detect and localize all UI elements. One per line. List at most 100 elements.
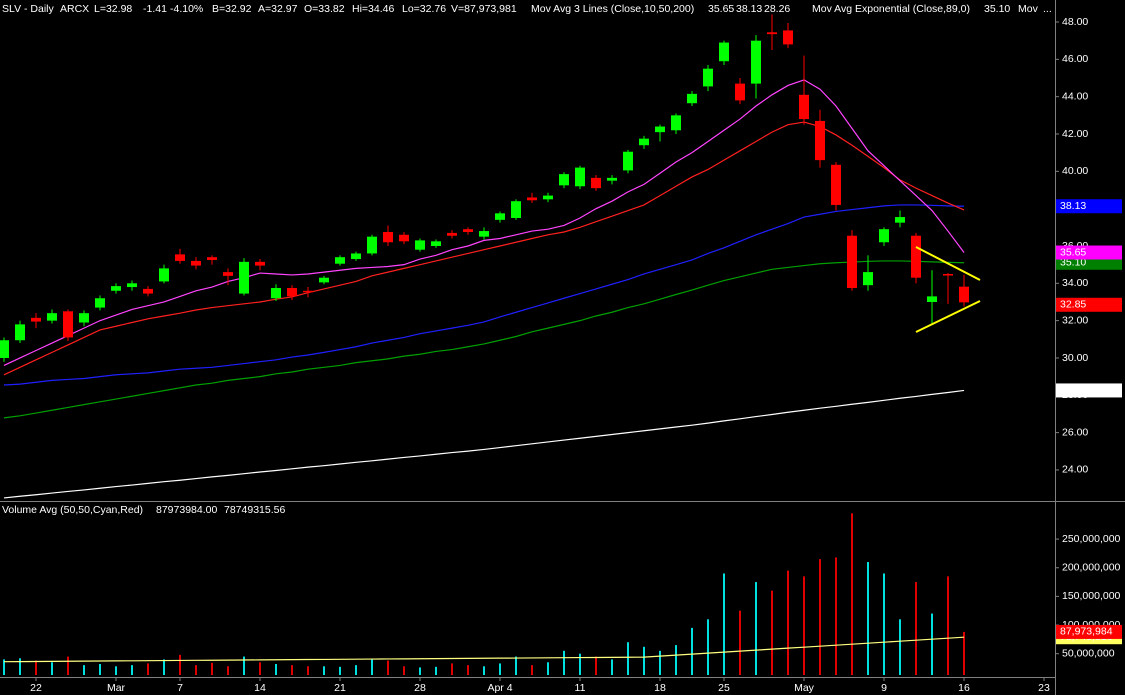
candle-body [607,177,617,181]
volume-y-tick-label: 200,000,000 [1062,562,1121,574]
volume-bar [643,646,645,675]
candle-body [431,241,441,246]
header-text: ... [1043,3,1052,15]
volume-bar [371,659,373,675]
volume-bar [83,665,85,675]
candle-body [575,167,585,187]
volume-bar [627,642,629,675]
header-text: 28.26 [764,3,790,15]
candle-body [847,235,857,288]
volume-bar [787,570,789,675]
volume-legend: 87973984.00 [156,504,217,516]
candle-body [927,296,937,302]
volume-bar [579,653,581,675]
x-tick-label: 21 [334,682,346,694]
volume-bar [659,650,661,675]
candle-body [287,287,297,297]
volume-bar [211,662,213,675]
volume-bar [947,576,949,675]
volume-bar [3,659,5,675]
volume-bar [867,562,869,675]
value-badge-label: 28.26 [1060,384,1086,396]
x-tick-label: 9 [881,682,887,694]
value-badge-label: 35.65 [1060,246,1086,258]
x-tick-label: May [794,682,815,694]
candle-body [735,83,745,101]
volume-bar [723,573,725,675]
y-tick-label: 40.00 [1062,165,1088,177]
candle-body [175,254,185,261]
volume-legend: 78749315.56 [224,504,285,516]
candle-body [31,317,41,322]
y-tick-label: 32.00 [1062,314,1088,326]
x-tick-label: 7 [177,682,183,694]
candle-body [751,40,761,84]
volume-bar [147,663,149,675]
value-badge [1056,199,1122,214]
candle-body [79,313,89,323]
header-text: -1.41 [143,3,167,15]
candle-body [63,311,73,338]
header-text: 35.65 [708,3,734,15]
y-tick-label: 48.00 [1062,16,1088,28]
header-text: Hi=34.46 [352,3,394,15]
volume-bar [99,663,101,675]
volume-bar [387,660,389,675]
y-tick-label: 46.00 [1062,53,1088,65]
candle-body [95,298,105,308]
volume-bar [131,665,133,675]
x-tick-label: Apr 4 [487,682,512,694]
volume-bar [547,662,549,675]
candle-body [783,30,793,45]
volume-bar [243,656,245,675]
candle-body [959,286,969,303]
candle-body [639,138,649,146]
value-badge [1056,624,1122,639]
moving-average [3,389,965,499]
volume-bar [899,619,901,675]
volume-y-tick-label: 150,000,000 [1062,590,1121,602]
volume-bar [163,659,165,675]
header-text: A=32.97 [258,3,298,15]
candle-body [159,268,169,282]
x-tick-label: 22 [30,682,42,694]
volume-bar [915,582,917,675]
candle-body [463,229,473,232]
volume-bar [355,665,357,675]
value-badge [1056,245,1122,260]
candle-body [399,234,409,242]
header-text: V=87,973,981 [451,3,517,15]
candle-body [591,177,601,189]
volume-average [3,636,965,663]
candle-body [831,164,841,205]
y-tick-label: 42.00 [1062,128,1088,140]
candle-body [799,94,809,120]
volume-bar [595,656,597,675]
header-text: Mov Avg 3 Lines (Close,10,50,200) [531,3,694,15]
volume-bar [339,666,341,675]
candle-body [415,240,425,250]
x-tick-label: 14 [254,682,266,694]
x-tick-label: 28 [414,682,426,694]
volume-bar [883,573,885,675]
value-badge-label: 35.10 [1060,257,1086,269]
volume-bar [851,513,853,675]
volume-bar [115,666,117,675]
candle-body [687,93,697,104]
header-text: B=32.92 [212,3,252,15]
value-badge-label: 87,973,984 [1060,626,1113,638]
candle-body [383,231,393,243]
candle-body [207,257,217,260]
candle-body [879,229,889,243]
x-tick-label: 18 [654,682,666,694]
volume-bar [467,665,469,675]
x-tick-label: 16 [958,682,970,694]
candle-body [495,213,505,220]
candle-body [767,32,777,35]
header-text: -4.10% [170,3,203,15]
header-text: 35.10 [984,3,1010,15]
candle-body [943,273,953,276]
candle-body [815,120,825,161]
candle-body [143,288,153,294]
